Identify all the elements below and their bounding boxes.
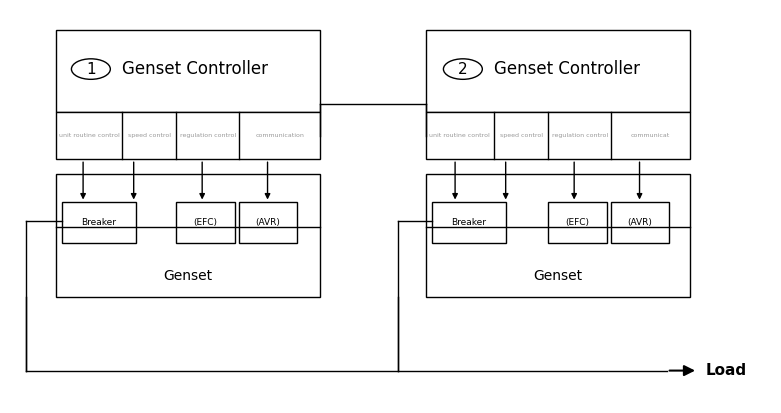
Text: (AVR): (AVR) xyxy=(627,218,652,228)
Bar xyxy=(56,174,320,297)
Text: speed control: speed control xyxy=(128,133,171,138)
Text: Breaker: Breaker xyxy=(451,218,487,228)
Text: (AVR): (AVR) xyxy=(255,218,280,228)
Text: communication: communication xyxy=(255,133,304,138)
Bar xyxy=(611,202,669,243)
Bar xyxy=(432,202,505,243)
Text: Genset Controller: Genset Controller xyxy=(122,60,268,78)
Bar xyxy=(426,112,690,159)
Text: regulation control: regulation control xyxy=(180,133,236,138)
Bar xyxy=(426,30,690,112)
Text: Genset: Genset xyxy=(533,269,583,283)
Text: Breaker: Breaker xyxy=(81,218,116,228)
Text: unit routine control: unit routine control xyxy=(59,133,119,138)
Bar xyxy=(426,174,690,297)
Text: regulation control: regulation control xyxy=(551,133,608,138)
Bar xyxy=(239,202,297,243)
Text: communicat: communicat xyxy=(631,133,670,138)
Text: speed control: speed control xyxy=(500,133,543,138)
Text: (EFC): (EFC) xyxy=(565,218,590,228)
Bar xyxy=(56,30,320,112)
Text: Genset Controller: Genset Controller xyxy=(494,60,640,78)
Text: 1: 1 xyxy=(86,62,96,76)
Text: Genset: Genset xyxy=(163,269,212,283)
Text: unit routine control: unit routine control xyxy=(430,133,490,138)
Bar xyxy=(548,202,607,243)
Bar xyxy=(177,202,235,243)
Text: 2: 2 xyxy=(458,62,468,76)
Bar xyxy=(56,112,320,159)
Text: (EFC): (EFC) xyxy=(194,218,218,228)
Text: Load: Load xyxy=(706,363,747,378)
Bar xyxy=(62,202,136,243)
